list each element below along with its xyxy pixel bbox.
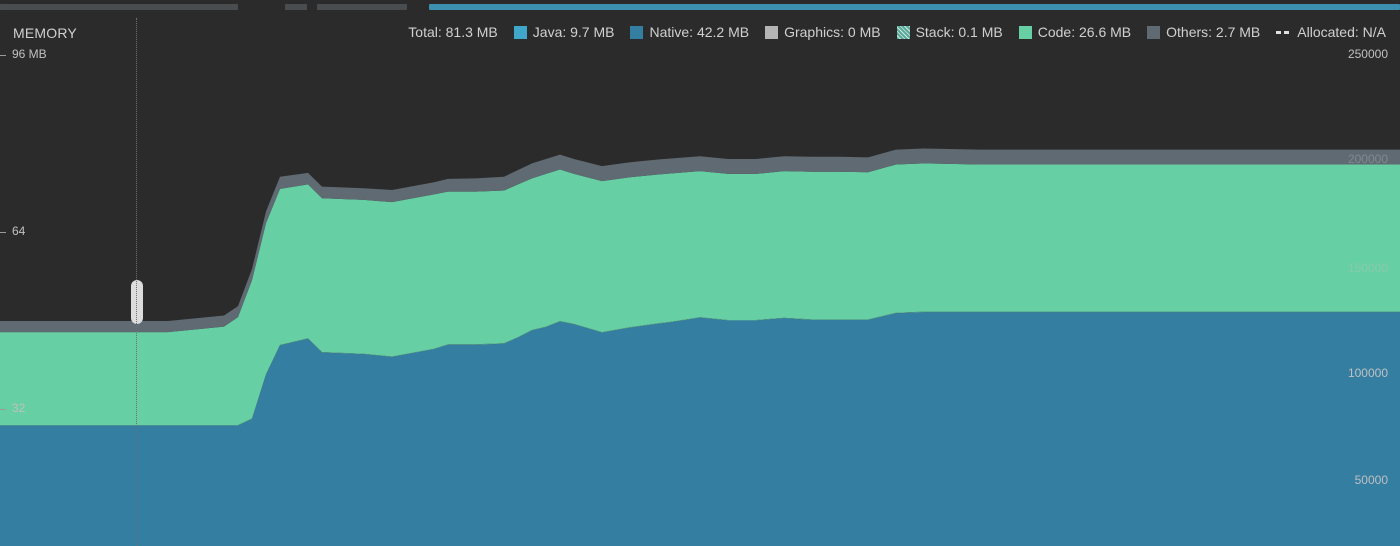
legend-item-label: Native: 42.2 MB bbox=[649, 24, 750, 40]
legend-swatch-icon bbox=[765, 25, 779, 39]
legend-item: Java: 9.7 MB bbox=[513, 24, 615, 40]
legend-item: Allocated: N/A bbox=[1276, 24, 1386, 40]
legend-item-label: Java: 9.7 MB bbox=[532, 24, 615, 40]
right-axis-label: 200000 bbox=[1347, 152, 1388, 166]
left-axis-label-low: 32 bbox=[12, 401, 26, 415]
scroll-thumb[interactable] bbox=[429, 4, 1400, 10]
right-axis-label: 250000 bbox=[1347, 47, 1388, 61]
right-axis-label: 50000 bbox=[1354, 473, 1388, 487]
left-axis-tick bbox=[0, 409, 6, 410]
area-series-1 bbox=[0, 312, 1400, 546]
legend-item: Others: 2.7 MB bbox=[1147, 24, 1260, 40]
legend-item-label: Stack: 0.1 MB bbox=[915, 24, 1003, 40]
legend-swatch-icon bbox=[896, 25, 910, 39]
legend-item: Graphics: 0 MB bbox=[765, 24, 881, 40]
left-axis-tick bbox=[0, 55, 6, 56]
legend-dash-icon bbox=[1276, 30, 1290, 34]
chart-title: MEMORY bbox=[13, 25, 77, 41]
left-axis-label-mid: 64 bbox=[12, 224, 26, 238]
legend: Total: 81.3 MB Java: 9.7 MB Native: 42.2 … bbox=[392, 24, 1386, 40]
legend-total: Total: 81.3 MB bbox=[408, 24, 498, 40]
legend-swatch-icon bbox=[513, 25, 527, 39]
legend-swatch-icon bbox=[1147, 25, 1161, 39]
legend-swatch-icon bbox=[630, 25, 644, 39]
scroll-segment bbox=[285, 4, 307, 10]
area-series-3 bbox=[0, 163, 1400, 426]
right-axis-label: 100000 bbox=[1347, 366, 1388, 380]
legend-item: Native: 42.2 MB bbox=[630, 24, 749, 40]
legend-swatch-icon bbox=[1018, 25, 1032, 39]
legend-item: Stack: 0.1 MB bbox=[896, 24, 1003, 40]
scroll-segment bbox=[317, 4, 407, 10]
range-selection-handle[interactable] bbox=[131, 280, 143, 324]
legend-item-label: Allocated: N/A bbox=[1297, 24, 1386, 40]
legend-total-label: Total: 81.3 MB bbox=[408, 24, 498, 40]
left-axis-label-top: 96 MB bbox=[12, 47, 47, 61]
scroll-segment bbox=[0, 4, 238, 10]
legend-item-label: Graphics: 0 MB bbox=[784, 24, 881, 40]
range-selection-line bbox=[136, 18, 137, 546]
area-series-4 bbox=[0, 148, 1400, 333]
legend-item-label: Others: 2.7 MB bbox=[1166, 24, 1261, 40]
legend-item-label: Code: 26.6 MB bbox=[1037, 24, 1132, 40]
left-axis-tick bbox=[0, 232, 6, 233]
right-axis-label: 150000 bbox=[1347, 261, 1388, 275]
timeline-scrollbar[interactable] bbox=[0, 0, 1400, 12]
legend-item: Code: 26.6 MB bbox=[1018, 24, 1132, 40]
